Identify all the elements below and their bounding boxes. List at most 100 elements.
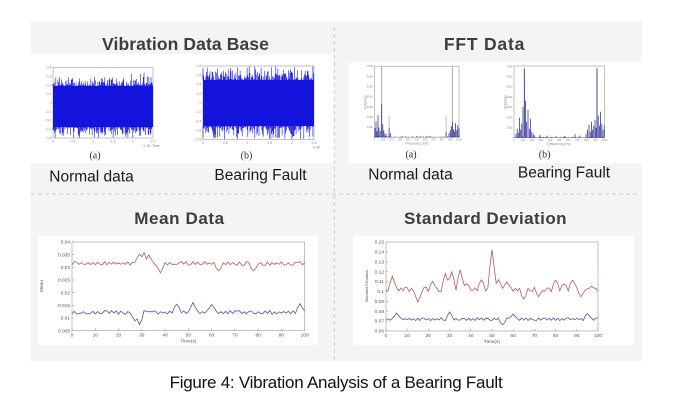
svg-text:3000: 3000 (367, 105, 374, 109)
svg-text:0: 0 (200, 101, 202, 105)
svg-text:700: 700 (575, 138, 580, 142)
svg-text:0: 0 (202, 141, 204, 145)
svg-text:600: 600 (423, 138, 428, 142)
svg-text:2000: 2000 (506, 115, 513, 119)
svg-text:(b): (b) (539, 150, 551, 161)
svg-text:0.025: 0.025 (58, 278, 70, 284)
svg-text:40: 40 (162, 333, 168, 339)
svg-text:10: 10 (93, 333, 99, 339)
svg-text:0.02: 0.02 (61, 290, 71, 296)
svg-text:0.5: 0.5 (223, 141, 228, 145)
svg-text:100: 100 (301, 333, 309, 339)
svg-text:Standard Deviation: Standard Deviation (365, 270, 369, 302)
svg-text:900: 900 (448, 138, 453, 142)
svg-text:90: 90 (279, 333, 285, 339)
svg-text:Time(s): Time(s) (484, 339, 500, 345)
svg-text:100: 100 (594, 333, 602, 339)
svg-text:0.8: 0.8 (197, 64, 202, 68)
svg-text:600: 600 (566, 138, 571, 142)
svg-text:0.015: 0.015 (58, 303, 70, 309)
svg-text:100: 100 (381, 138, 386, 142)
svg-text:3000: 3000 (506, 105, 513, 109)
svg-text:70: 70 (532, 333, 538, 339)
svg-text:0.09: 0.09 (375, 299, 385, 305)
svg-text:0.08: 0.08 (375, 309, 385, 315)
svg-text:2: 2 (291, 141, 293, 145)
svg-text:20: 20 (426, 333, 432, 339)
svg-text:0.07: 0.07 (375, 319, 385, 325)
svg-text:1.5: 1.5 (111, 140, 116, 144)
svg-text:30: 30 (139, 333, 145, 339)
svg-text:Mean Data: Mean Data (134, 209, 224, 228)
svg-text:0.3: 0.3 (47, 75, 52, 79)
svg-text:Frequency (Hz): Frequency (Hz) (405, 142, 428, 146)
svg-text:20: 20 (116, 333, 122, 339)
svg-text:2000: 2000 (367, 115, 374, 119)
svg-text:1000: 1000 (456, 138, 462, 142)
svg-text:1: 1 (92, 140, 94, 144)
svg-text:400: 400 (406, 138, 411, 142)
svg-text:0.1: 0.1 (377, 289, 384, 295)
svg-text:0.01: 0.01 (61, 316, 71, 322)
svg-text:-0.6: -0.6 (195, 129, 201, 133)
svg-text:30: 30 (447, 333, 453, 339)
svg-text:2: 2 (132, 140, 134, 144)
svg-text:0.04: 0.04 (61, 240, 71, 246)
svg-text:400: 400 (548, 138, 553, 142)
svg-text:6000: 6000 (367, 74, 374, 78)
svg-text:0: 0 (374, 138, 376, 142)
svg-text:500: 500 (557, 138, 562, 142)
svg-text:700: 700 (431, 138, 436, 142)
svg-text:7000: 7000 (506, 64, 513, 68)
svg-text:0.4: 0.4 (197, 83, 202, 87)
svg-text:0.2: 0.2 (197, 92, 202, 96)
svg-text:80: 80 (255, 333, 261, 339)
svg-text:-0.8: -0.8 (195, 138, 201, 142)
svg-text:80: 80 (553, 333, 559, 339)
svg-text:2.5: 2.5 (312, 141, 317, 145)
svg-text:Vibration Data Base: Vibration Data Base (102, 34, 269, 54)
svg-text:x 10 Time: x 10 Time (143, 144, 160, 148)
svg-text:0: 0 (385, 333, 388, 339)
svg-text:60: 60 (209, 333, 215, 339)
svg-text:-0.1: -0.1 (45, 110, 51, 114)
svg-text:800: 800 (584, 138, 589, 142)
svg-text:(a): (a) (89, 151, 100, 162)
svg-text:5000: 5000 (506, 85, 513, 89)
svg-text:Amplitude: Amplitude (504, 95, 508, 109)
svg-text:x 10: x 10 (313, 145, 320, 149)
svg-text:90: 90 (574, 333, 580, 339)
svg-text:6000: 6000 (506, 75, 513, 79)
svg-text:(a): (a) (405, 150, 416, 161)
svg-text:-0.3: -0.3 (45, 127, 51, 131)
svg-text:0: 0 (52, 140, 54, 144)
svg-text:4000: 4000 (367, 95, 374, 99)
svg-text:900: 900 (593, 138, 598, 142)
svg-text:Figure 4: Vibration Analysis o: Figure 4: Vibration Analysis of a Bearin… (170, 373, 503, 392)
svg-text:40: 40 (468, 333, 474, 339)
svg-text:1000: 1000 (506, 126, 513, 130)
svg-text:Frequency (Hz): Frequency (Hz) (547, 142, 570, 146)
svg-text:50: 50 (489, 333, 495, 339)
svg-text:0.03: 0.03 (61, 265, 71, 271)
svg-text:-0.2: -0.2 (45, 119, 51, 123)
svg-text:200: 200 (389, 138, 394, 142)
svg-text:-0.2: -0.2 (195, 110, 201, 114)
svg-text:0.11: 0.11 (375, 279, 384, 285)
svg-text:0: 0 (71, 333, 74, 339)
svg-text:FFT Data: FFT Data (444, 34, 525, 54)
svg-text:1000: 1000 (602, 138, 608, 142)
svg-text:0.14: 0.14 (375, 249, 385, 255)
svg-text:800: 800 (440, 138, 445, 142)
svg-text:Bearing Fault: Bearing Fault (214, 167, 307, 184)
svg-text:0.13: 0.13 (375, 259, 385, 265)
svg-text:Normal data: Normal data (49, 169, 134, 186)
svg-text:1000: 1000 (367, 125, 374, 129)
svg-text:200: 200 (530, 138, 535, 142)
svg-text:Amplitude: Amplitude (364, 95, 368, 109)
svg-text:70: 70 (232, 333, 238, 339)
svg-text:1.5: 1.5 (267, 141, 272, 145)
svg-text:4000: 4000 (506, 95, 513, 99)
svg-text:Bearing Fault: Bearing Fault (518, 165, 611, 182)
svg-text:0.06: 0.06 (375, 329, 385, 335)
